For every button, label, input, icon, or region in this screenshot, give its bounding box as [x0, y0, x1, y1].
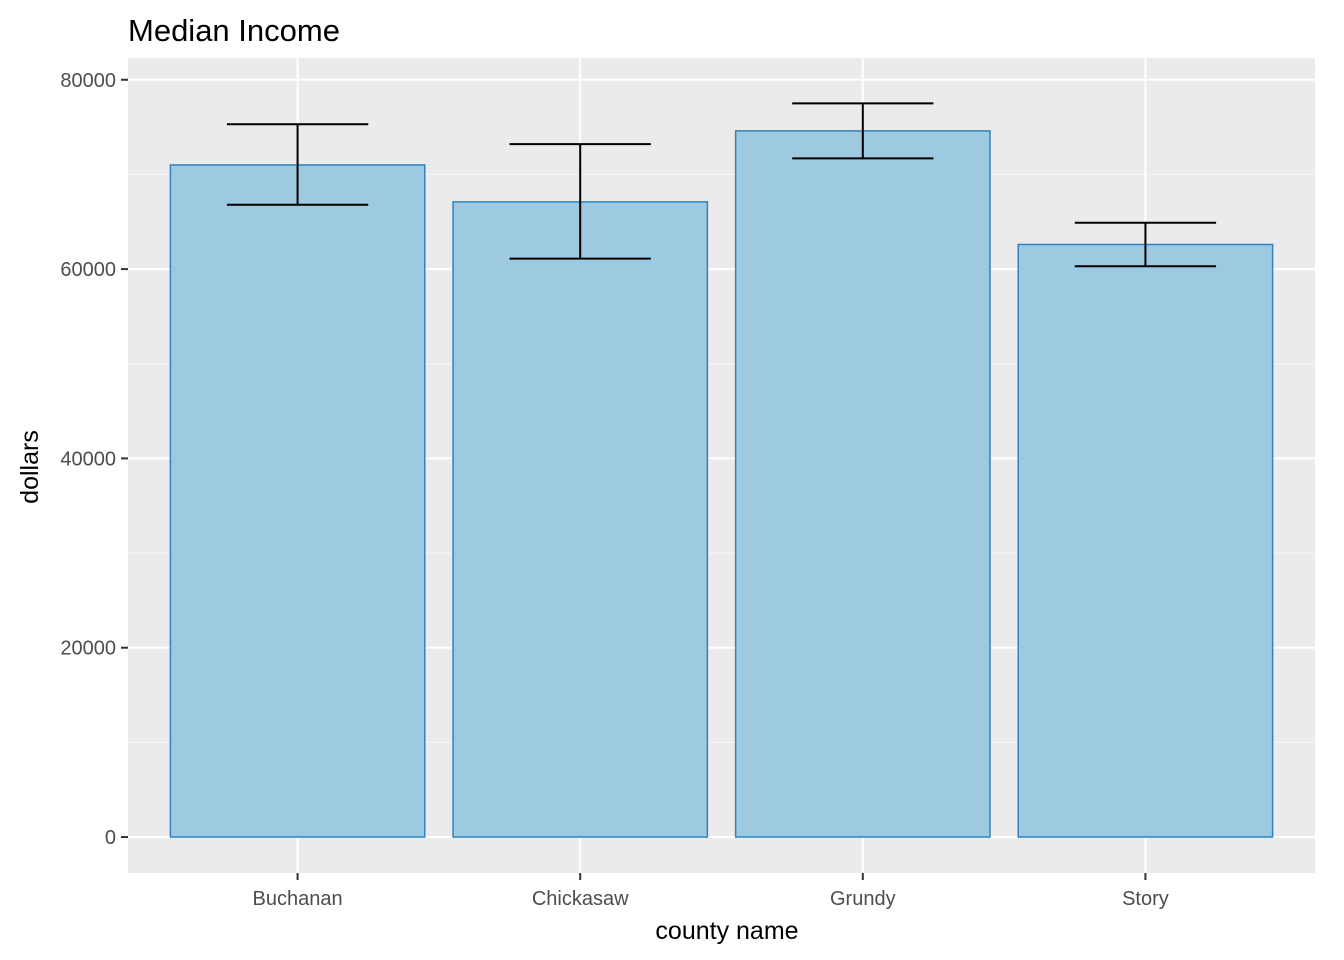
y-tick-label: 60000 — [60, 259, 116, 281]
error-bar-story — [1074, 221, 1217, 268]
chart-title: Median Income — [128, 13, 340, 48]
y-axis: 0 20000 40000 60000 80000 — [60, 70, 128, 849]
y-tick-label: 0 — [105, 827, 116, 849]
bar-buchanan — [169, 164, 426, 838]
x-axis-title: county name — [655, 917, 798, 945]
error-bar-buchanan — [226, 123, 369, 206]
x-axis: Buchanan Chickasaw Grundy Story — [253, 873, 1169, 910]
error-bars — [226, 102, 1217, 268]
bar-grundy — [734, 130, 991, 838]
x-tick-label: Chickasaw — [532, 888, 629, 910]
bars — [169, 130, 1274, 838]
error-bar-grundy — [792, 102, 934, 160]
x-tick-label: Story — [1122, 888, 1169, 910]
y-tick-label: 80000 — [60, 70, 116, 92]
bar-story — [1017, 243, 1274, 838]
error-bar-chickasaw — [509, 143, 651, 260]
x-tick-label: Grundy — [830, 888, 896, 910]
y-tick-label: 20000 — [60, 638, 116, 660]
x-tick-label: Buchanan — [253, 888, 343, 910]
y-axis-title: dollars — [16, 430, 44, 504]
bar-chickasaw — [452, 201, 709, 838]
y-tick-label: 40000 — [60, 448, 116, 470]
